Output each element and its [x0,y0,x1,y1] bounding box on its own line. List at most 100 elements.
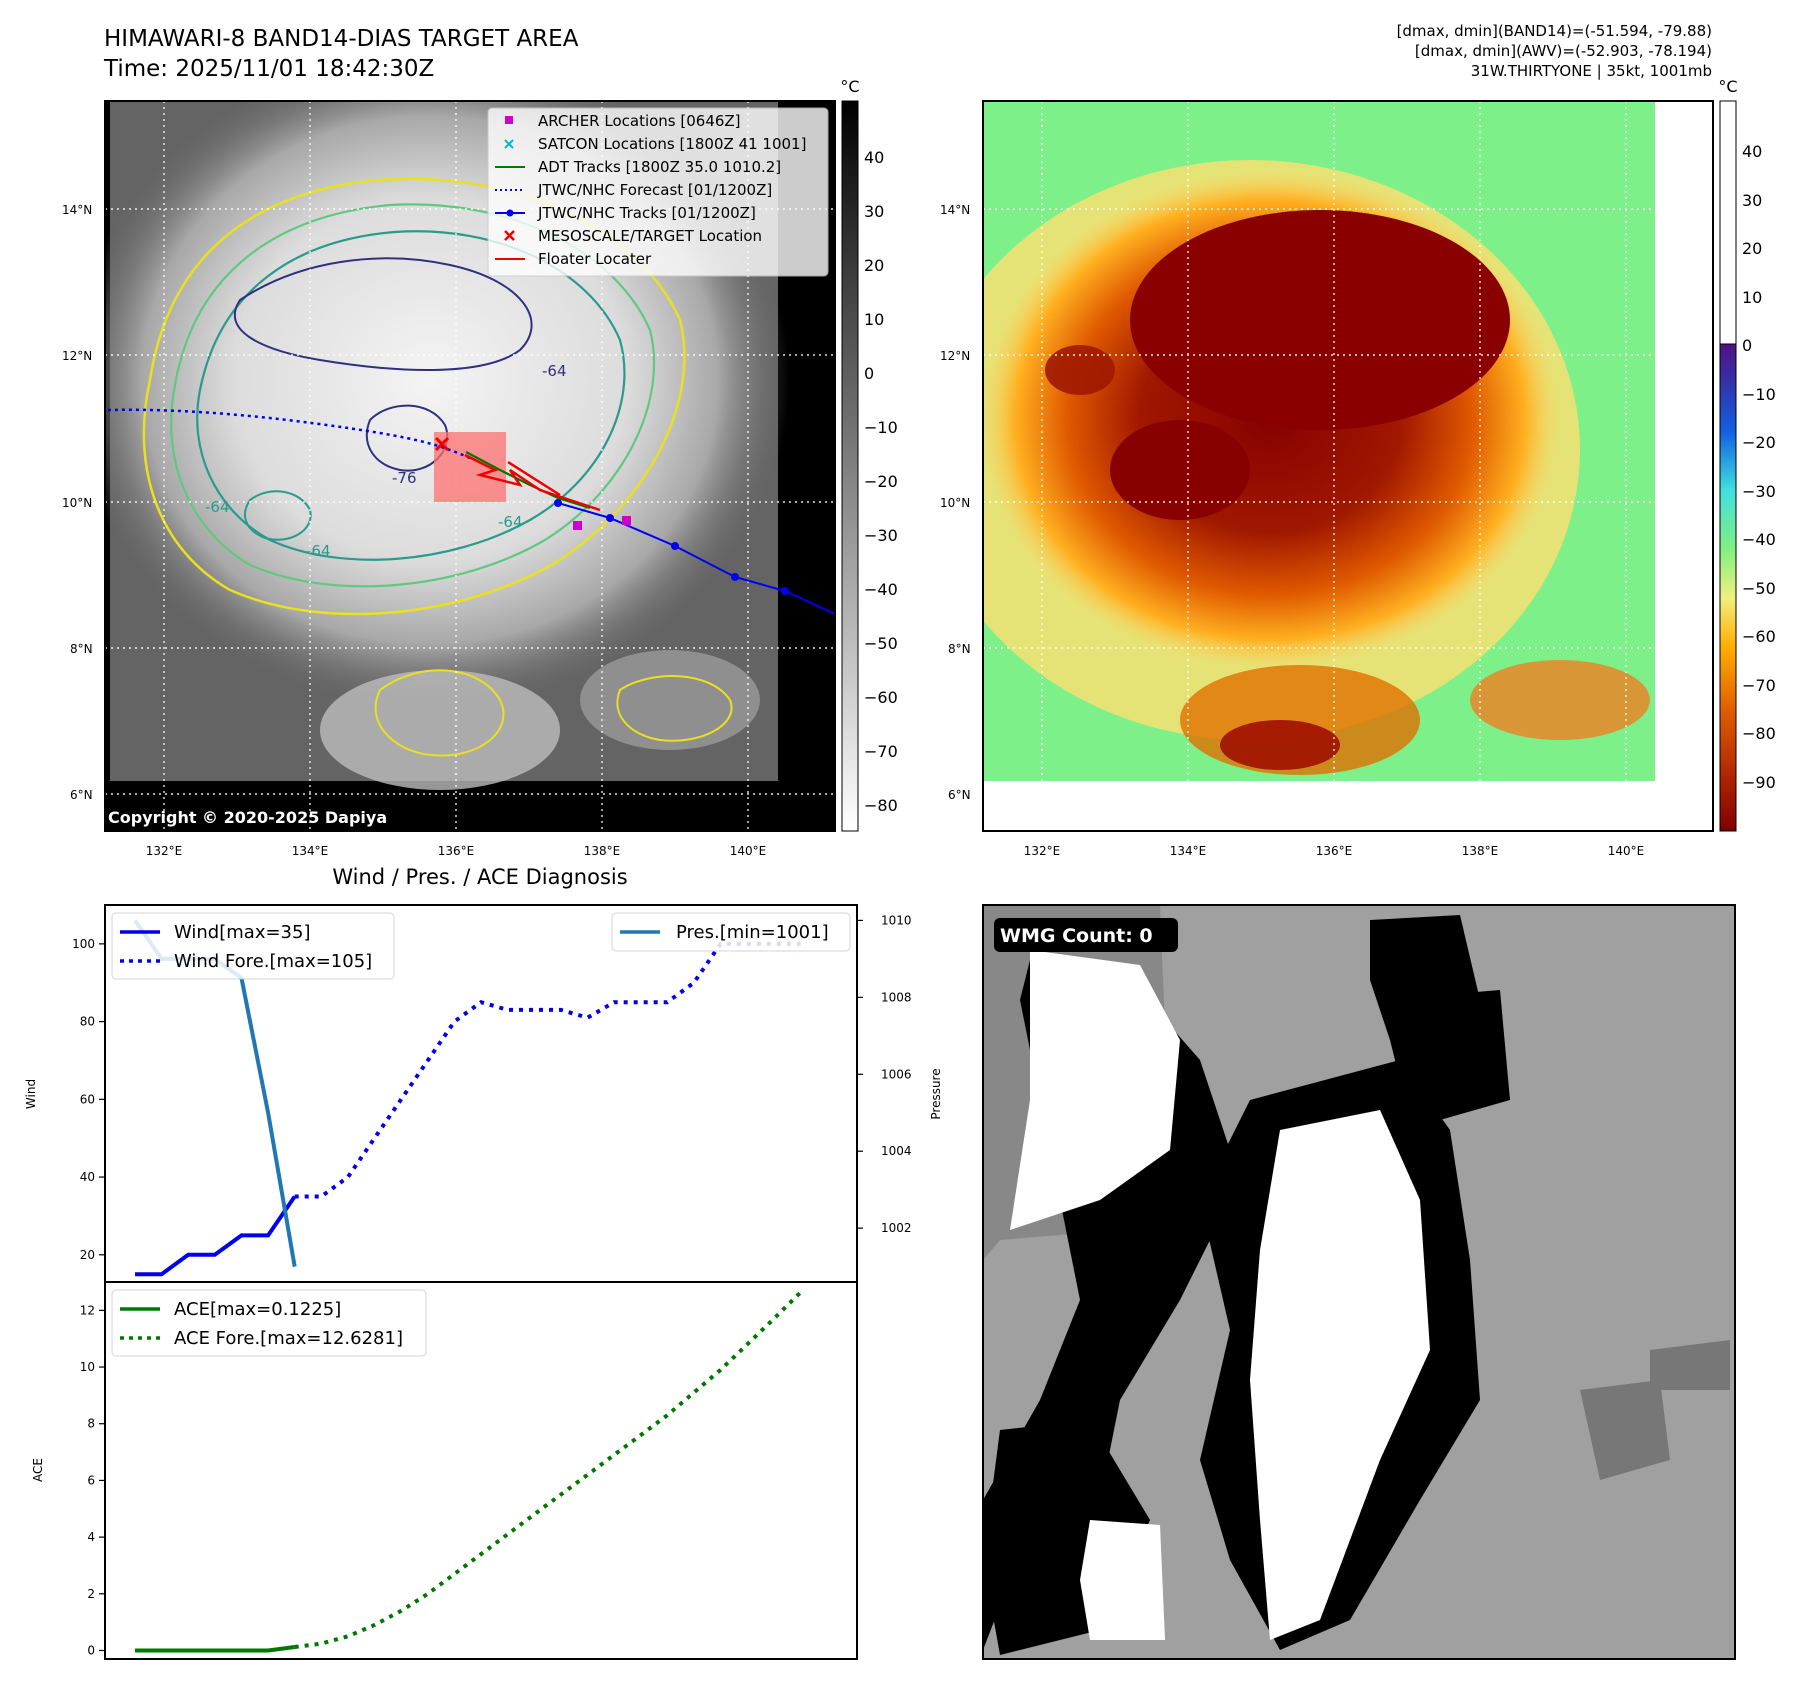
svg-text:12°N: 12°N [62,349,92,363]
svg-text:10: 10 [864,310,884,329]
wind-axis-label: Wind [24,1079,38,1109]
legend-mesoscale-label: MESOSCALE/TARGET Location [538,227,762,245]
svg-text:136°E: 136°E [1316,844,1353,858]
enhanced-map-panel: 14°N 12°N 10°N 8°N 6°N 132°E 134°E 136°E… [940,100,1714,858]
right-map-lon-ticks: 132°E 134°E 136°E 138°E 140°E [1024,844,1645,858]
svg-text:−40: −40 [864,580,898,599]
y-tick-label: 8 [87,1417,95,1431]
svg-text:138°E: 138°E [1462,844,1499,858]
legend-satcon-icon [504,139,514,149]
svg-text:−80: −80 [1742,724,1776,743]
y-tick-label: 6 [87,1473,95,1487]
map-legend: ARCHER Locations [0646Z] SATCON Location… [487,107,829,277]
svg-text:−60: −60 [864,688,898,707]
diagnosis-title: Wind / Pres. / ACE Diagnosis [332,865,627,889]
info-band14: [dmax, dmin](BAND14)=(-51.594, -79.88) [1396,22,1712,40]
wind-pressure-chart: 20 40 60 80 100 1002 1004 1006 1008 1010 Wind Pr… [24,904,943,1283]
info-awv: [dmax, dmin](AWV)=(-52.903, -78.194) [1414,42,1712,60]
svg-text:0: 0 [1742,336,1752,355]
svg-text:8°N: 8°N [70,642,93,656]
svg-text:30: 30 [864,202,884,221]
svg-text:14°N: 14°N [62,203,92,217]
wmg-panel: WMG Count: 0 [982,904,1736,1660]
y2-tick-label: 1002 [881,1221,912,1235]
svg-text:40: 40 [1742,142,1762,161]
mesoscale-target-marker [434,436,450,452]
ir-map-panel: -64 -76 -64 -64 -64 Copyright © 2020-202… [62,100,836,858]
ace-chart: 0 2 4 6 8 10 12 ACE ACE[max=0.1225] ACE Fore.[… [31,1281,858,1660]
jtwc-forecast-track [107,408,471,460]
svg-text:40: 40 [864,148,884,167]
svg-text:12°N: 12°N [940,349,970,363]
ace-forecast-legend-label: ACE Fore.[max=12.6281] [174,1328,403,1349]
svg-text:−30: −30 [1742,482,1776,501]
y-tick-label: 60 [80,1092,95,1106]
floater-locater-line [464,453,601,512]
legend-mesoscale-icon [504,230,515,241]
y2-tick-label: 1010 [881,913,912,927]
ace-axis-label: ACE [31,1458,45,1482]
svg-text:140°E: 140°E [730,844,767,858]
y2-tick-label: 1004 [881,1144,912,1158]
figure-time: Time: 2025/11/01 18:42:30Z [104,56,435,82]
ace-legend-label: ACE[max=0.1225] [174,1299,341,1320]
wind-legend: Wind[max=35] Wind Fore.[max=105] [111,912,395,980]
svg-text:−10: −10 [1742,385,1776,404]
contour-label: -64 [498,513,523,531]
enhanced-colorbar: °C 40 30 20 10 0 −10 −20 −30 −40 −50 −60… [1718,77,1776,832]
pressure-legend-label: Pres.[min=1001] [676,922,829,943]
contour-outer-yellow [142,177,686,616]
wind-axis-ticks: 20 40 60 80 100 [72,937,105,1262]
svg-text:8°N: 8°N [948,642,971,656]
y-tick-label: 0 [87,1643,95,1657]
pressure-axis-label: Pressure [929,1068,943,1119]
series-line-0 [135,1645,295,1653]
svg-text:−20: −20 [864,472,898,491]
y-tick-label: 10 [80,1360,95,1374]
legend-adt-label: ADT Tracks [1800Z 35.0 1010.2] [538,158,781,176]
ace-legend: ACE[max=0.1225] ACE Fore.[max=12.6281] [111,1289,427,1357]
left-map-lon-ticks: 132°E 134°E 136°E 138°E 140°E [146,844,767,858]
pressure-legend: Pres.[min=1001] [611,912,851,952]
pressure-axis-ticks: 1002 1004 1006 1008 1010 [857,913,912,1235]
y2-tick-label: 1006 [881,1067,912,1081]
jtwc-track [557,502,835,615]
y-tick-label: 2 [87,1587,95,1601]
right-map-lat-ticks: 14°N 12°N 10°N 8°N 6°N [940,203,971,802]
svg-text:10°N: 10°N [940,496,970,510]
y-tick-label: 80 [80,1015,95,1029]
y-tick-label: 20 [80,1248,95,1262]
svg-text:20: 20 [864,256,884,275]
info-storm: 31W.THIRTYONE | 35kt, 1001mb [1470,62,1712,80]
svg-text:20: 20 [1742,239,1762,258]
svg-text:−60: −60 [1742,627,1776,646]
legend-archer-icon [505,116,513,124]
svg-text:−40: −40 [1742,530,1776,549]
svg-text:−70: −70 [864,742,898,761]
svg-text:132°E: 132°E [1024,844,1061,858]
svg-text:6°N: 6°N [70,788,93,802]
svg-text:−20: −20 [1742,433,1776,452]
series-line-0 [135,1195,297,1277]
wind-legend-label: Wind[max=35] [174,922,311,943]
svg-text:6°N: 6°N [948,788,971,802]
left-map-lat-ticks: 14°N 12°N 10°N 8°N 6°N [62,203,93,802]
svg-text:−30: −30 [864,526,898,545]
legend-floater-label: Floater Locater [538,250,652,268]
contour-label: -64 [542,362,567,380]
legend-track-label: JTWC/NHC Tracks [01/1200Z] [537,204,756,222]
wmg-count-label: WMG Count: 0 [1000,925,1153,947]
colorbar-unit: °C [840,77,859,96]
svg-text:−70: −70 [1742,676,1776,695]
svg-text:134°E: 134°E [292,844,329,858]
y-tick-label: 40 [80,1170,95,1184]
svg-text:−80: −80 [864,796,898,815]
archer-marker [573,521,582,530]
svg-text:14°N: 14°N [940,203,970,217]
contour-label: -76 [392,469,417,487]
svg-text:10: 10 [1742,288,1762,307]
svg-text:−10: −10 [864,418,898,437]
svg-text:132°E: 132°E [146,844,183,858]
colorbar-unit: °C [1718,77,1737,96]
